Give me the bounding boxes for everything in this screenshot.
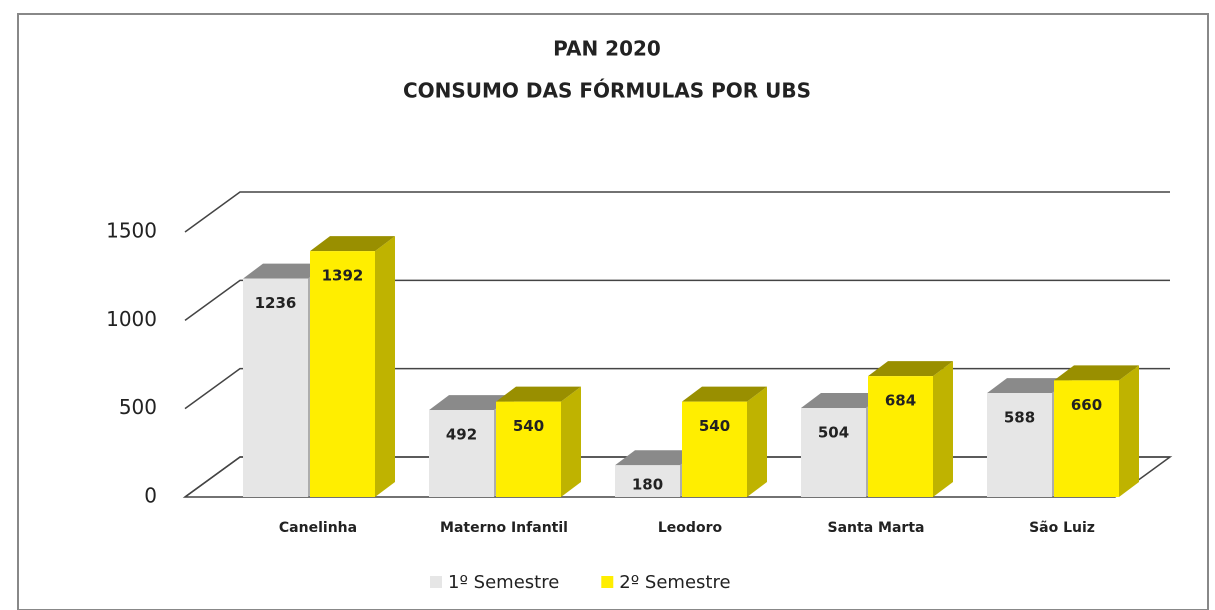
grid-line [184,367,1170,410]
y-tick-label: 1500 [106,219,157,243]
data-label: 1392 [322,267,364,285]
bar-front [615,465,680,497]
grid-line [184,191,1170,233]
bar-top [987,378,1072,394]
bar-side [747,386,767,497]
bar-top [801,392,886,408]
bar-top [243,263,328,279]
bar-front [801,407,866,497]
bar [868,361,953,497]
bar [682,386,767,497]
bar-side [933,361,953,497]
grid-line [184,279,1170,321]
bar-front [496,401,561,497]
legend-label: 1º Semestre [448,572,559,593]
data-label: 684 [885,392,916,410]
bar [1054,365,1139,497]
legend-swatch [430,576,442,588]
data-label: 180 [632,476,663,494]
bar-front [243,278,308,497]
chart-subtitle: CONSUMO DAS FÓRMULAS POR UBS [403,79,811,103]
y-tick-label: 1000 [106,307,157,331]
bar-front [429,410,494,497]
data-label: 540 [513,417,544,435]
bar-top [682,386,767,402]
data-label: 660 [1071,396,1102,414]
data-label: 1236 [255,294,297,312]
chart-title: PAN 2020 [553,37,661,61]
bar-side [561,386,581,497]
legend-label: 2º Semestre [619,572,730,593]
bar-top [496,386,581,402]
bar-front [682,401,747,497]
x-tick-label: Canelinha [279,520,357,536]
data-label: 588 [1004,409,1035,427]
bar-top [615,450,700,466]
y-tick-label: 500 [119,395,157,419]
data-label: 540 [699,417,730,435]
bar-side [375,236,395,497]
x-tick-label: Santa Marta [828,520,925,536]
bar-top [868,361,953,377]
data-label: 492 [446,426,477,444]
bar [496,386,581,497]
bar-top [310,236,395,252]
bar-top [1054,365,1139,381]
x-tick-label: São Luiz [1029,520,1095,536]
y-tick-label: 0 [144,484,157,508]
x-tick-label: Materno Infantil [440,520,568,536]
bar-front [987,393,1052,497]
data-label: 504 [818,423,849,441]
bar-front [868,376,933,497]
bar-top [429,395,514,411]
legend-swatch [601,576,614,588]
bar [310,236,395,497]
frame [17,13,1209,610]
x-tick-label: Leodoro [658,520,723,536]
bar-side [1119,365,1139,497]
bar-front [310,251,375,497]
bar-front [1054,380,1119,497]
